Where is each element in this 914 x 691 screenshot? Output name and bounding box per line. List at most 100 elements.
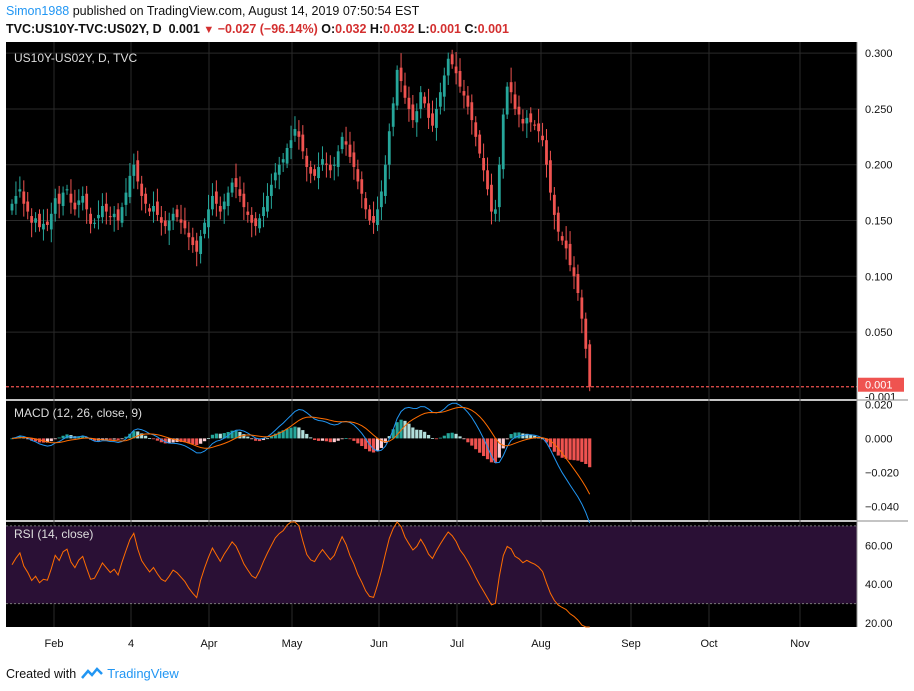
macd-histogram-bar (379, 438, 384, 448)
macd-histogram-bar (407, 423, 411, 439)
macd-histogram-bar (234, 430, 238, 439)
macd-histogram-bar (49, 438, 53, 442)
candle-body (376, 209, 379, 225)
candle-body (22, 191, 26, 204)
candle-body (144, 193, 148, 204)
candle-body (14, 195, 18, 204)
macd-histogram-bar (265, 438, 270, 440)
candle-body (203, 222, 206, 234)
candle-body (100, 205, 104, 218)
macd-histogram-bar (485, 438, 490, 460)
candle-body (285, 147, 289, 164)
candle-body (273, 172, 277, 181)
candle-body (568, 243, 572, 266)
macd-histogram-bar (120, 438, 124, 440)
tradingview-logo-icon (81, 666, 104, 679)
macd-histogram-bar (246, 436, 250, 439)
candle-body (309, 166, 313, 174)
macd-histogram-bar (364, 438, 368, 449)
macd-histogram-bar (419, 429, 423, 439)
candle-body (588, 344, 592, 387)
macd-histogram-bar (415, 429, 419, 439)
candle-body (293, 129, 297, 136)
footer: Created with TradingView (6, 666, 179, 681)
candle-body (269, 184, 273, 196)
tradingview-brand-link[interactable]: TradingView (107, 666, 179, 681)
macd-histogram-bar (183, 438, 187, 443)
candle-body (218, 205, 222, 212)
candle-body (289, 140, 293, 148)
candle-body (73, 202, 77, 210)
candle-body (163, 220, 167, 227)
macd-histogram-bar (45, 438, 49, 443)
candle-body (454, 66, 458, 74)
macd-histogram-bar (493, 438, 497, 463)
candle-body (26, 201, 30, 212)
macd-histogram-bar (254, 438, 258, 441)
candle-body (81, 195, 85, 203)
candle-body (466, 95, 470, 107)
x-axis-tick: Jul (450, 638, 464, 650)
candle-body (549, 160, 552, 193)
macd-histogram-bar (128, 433, 132, 439)
macd-histogram-bar (140, 433, 144, 439)
author-link[interactable]: Simon1988 (6, 4, 70, 18)
macd-histogram-bar (446, 433, 450, 439)
macd-histogram-bar (466, 438, 470, 443)
macd-histogram-bar (313, 438, 317, 441)
macd-histogram-bar (411, 427, 415, 439)
macd-histogram-bar (218, 433, 222, 439)
chart-svg[interactable]: 0.300 0.250 0.200 0.150 0.100 0.050 0.001-0.00… (6, 42, 908, 656)
macd-histogram-bar (112, 438, 116, 440)
candle-body (211, 195, 214, 210)
chart-area[interactable]: 0.300 0.250 0.200 0.150 0.100 0.050 0.001 -0.00… (6, 42, 908, 656)
candle-body (148, 208, 151, 212)
candle-body (576, 274, 580, 294)
candle-body (254, 218, 258, 227)
macd-axis-tick: −0.040 (865, 501, 899, 513)
candle-body (305, 155, 309, 167)
macd-histogram-bar (285, 428, 289, 439)
macd-histogram-bar (426, 434, 431, 439)
macd-histogram-bar (344, 438, 348, 439)
candle-body (93, 222, 96, 224)
candle-body (584, 318, 588, 349)
macd-histogram-bar (505, 438, 509, 440)
candle-body (344, 141, 348, 145)
candle-body (45, 221, 49, 225)
macd-histogram-bar (151, 438, 156, 440)
candle-body (191, 237, 195, 246)
macd-histogram-bar (61, 435, 65, 439)
rsi-band (6, 525, 857, 604)
candle-body (450, 54, 454, 65)
candle-body (140, 183, 144, 196)
macd-histogram-bar (340, 438, 344, 440)
macd-histogram-bar (136, 431, 140, 439)
candle-body (486, 170, 489, 190)
candle-body (564, 240, 568, 249)
candle-body (179, 219, 183, 223)
candle-body (65, 189, 69, 191)
candle-body (132, 164, 136, 176)
open-label: O: (321, 22, 336, 36)
macd-histogram-bar (81, 435, 85, 439)
macd-histogram-bar (10, 438, 14, 440)
candle-body (325, 163, 328, 165)
macd-histogram-bar (179, 438, 183, 442)
macd-histogram-bar (348, 438, 352, 440)
macd-histogram-bar (163, 438, 167, 444)
candle-body (317, 166, 320, 179)
macd-histogram-bar (33, 438, 38, 442)
price-axis-tick: 0.050 (865, 327, 893, 339)
macd-histogram-bar (281, 430, 285, 439)
macd-histogram-bar (171, 438, 175, 443)
candle-body (580, 297, 584, 319)
candle-body (336, 151, 340, 167)
macd-histogram-bar (116, 438, 120, 440)
macd-histogram-bar (289, 427, 293, 439)
macd-histogram-bar (144, 435, 148, 439)
candle-body (238, 189, 242, 196)
macd-histogram-bar (470, 438, 474, 446)
x-axis-tick: May (282, 638, 303, 650)
macd-histogram-bar (552, 438, 556, 452)
